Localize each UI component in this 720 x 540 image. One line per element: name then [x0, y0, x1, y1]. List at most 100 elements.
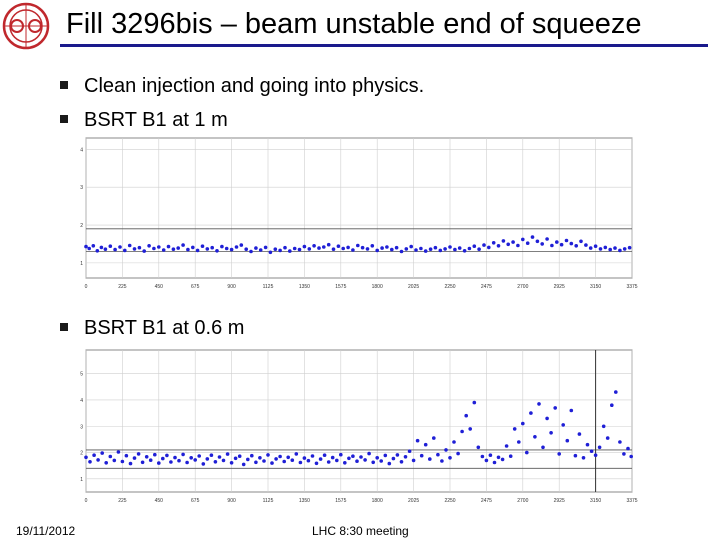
data-point [292, 246, 297, 251]
data-point [148, 458, 153, 462]
data-point [391, 456, 396, 461]
data-point [394, 245, 399, 250]
data-point [123, 248, 127, 253]
data-point [375, 248, 380, 253]
data-point [217, 455, 222, 459]
data-point [140, 460, 145, 465]
data-point [137, 245, 142, 250]
data-point [298, 460, 303, 465]
data-point [100, 451, 104, 455]
data-point [521, 421, 525, 426]
x-tick-label: 3150 [590, 284, 601, 290]
data-point [91, 244, 96, 248]
data-point [516, 243, 520, 248]
data-point [274, 457, 278, 461]
data-point [535, 239, 540, 244]
data-point [626, 446, 630, 451]
data-point [504, 444, 509, 448]
data-point [500, 457, 505, 462]
data-point [415, 438, 420, 443]
data-point [452, 440, 456, 444]
data-point [537, 402, 541, 406]
data-point [385, 245, 389, 249]
data-point [294, 452, 299, 456]
x-tick-label: 3375 [626, 498, 637, 504]
x-tick-label: 900 [227, 284, 236, 290]
data-point [569, 241, 574, 246]
data-point [136, 452, 141, 456]
data-point [246, 457, 250, 462]
data-point [220, 244, 224, 249]
data-point [213, 460, 218, 464]
x-tick-label: 0 [85, 498, 88, 504]
data-point [419, 453, 424, 458]
bullet-item: BSRT B1 at 1 m [60, 108, 228, 132]
data-point [367, 451, 371, 456]
bullet-square-icon [60, 115, 68, 123]
data-point [530, 235, 535, 239]
data-point [254, 460, 258, 465]
data-point [152, 246, 156, 251]
data-point [525, 450, 529, 455]
data-point [166, 244, 171, 249]
data-point [443, 247, 447, 251]
data-point [268, 250, 273, 255]
x-tick-label: 450 [155, 284, 164, 290]
x-tick-label: 1350 [299, 284, 310, 290]
data-point [185, 460, 189, 465]
data-point [593, 453, 598, 457]
data-point [209, 453, 214, 457]
data-point [370, 244, 375, 248]
data-point [176, 246, 180, 250]
data-point [341, 246, 346, 251]
data-point [593, 244, 598, 248]
data-point [395, 453, 400, 457]
data-point [191, 245, 195, 250]
data-point [249, 249, 253, 254]
x-tick-label: 1575 [335, 498, 346, 504]
x-tick-label: 1125 [263, 498, 274, 504]
data-point [351, 248, 355, 252]
data-point [351, 454, 355, 458]
x-tick-label: 2700 [517, 498, 528, 504]
data-point [597, 445, 602, 450]
data-point [331, 247, 336, 251]
data-point [371, 460, 376, 465]
data-point [581, 456, 586, 460]
data-point [193, 458, 197, 462]
data-point [403, 455, 408, 459]
data-point [96, 458, 100, 462]
data-point [511, 240, 515, 244]
x-tick-label: 450 [155, 498, 164, 504]
x-tick-label: 225 [118, 284, 127, 290]
data-point [283, 245, 287, 250]
data-point [589, 449, 594, 453]
data-point [124, 453, 129, 458]
data-point [282, 459, 286, 464]
y-tick-label: 5 [80, 372, 83, 378]
data-point [181, 243, 185, 247]
data-point [579, 239, 583, 244]
data-point [171, 247, 176, 251]
data-point [116, 450, 121, 454]
x-tick-label: 1125 [263, 284, 274, 290]
y-tick-label: 3 [80, 185, 83, 191]
data-point [453, 247, 457, 252]
data-point [186, 247, 190, 252]
data-point [468, 427, 473, 431]
data-point [472, 244, 477, 248]
bsrt-1m-scatter-chart: 0 225 450 675 900 1125 1350 1575 1800 2025 2250 247… [72, 134, 642, 290]
data-point [462, 249, 467, 253]
x-tick-label: 1350 [299, 498, 310, 504]
data-point [608, 247, 612, 252]
data-point [142, 249, 146, 253]
data-point [501, 239, 506, 243]
data-point [605, 436, 610, 440]
data-point [273, 247, 278, 251]
data-point [577, 432, 582, 436]
data-point [380, 246, 384, 250]
bullet-text: Clean injection and going into physics. [84, 75, 425, 97]
data-point [173, 455, 177, 460]
data-point [614, 390, 618, 394]
data-point [286, 455, 290, 460]
